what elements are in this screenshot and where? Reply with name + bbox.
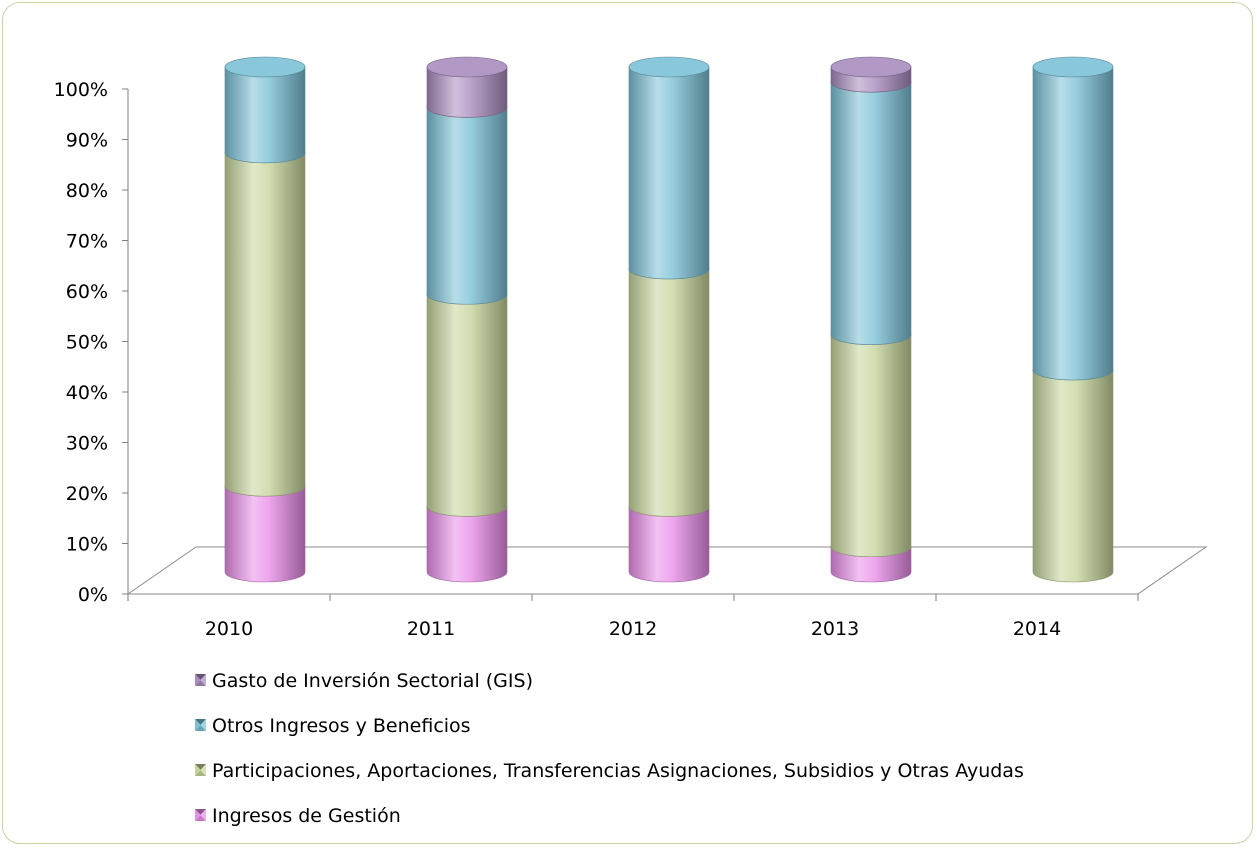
bar-segment [224,56,306,164]
bar-group-2010 [224,56,306,583]
y-tick-label: 90% [66,130,108,152]
legend-swatch [195,764,206,770]
bar-segment [628,56,710,280]
legend-item: Ingresos de Gestión [195,805,401,827]
bar-segment-body [426,506,508,583]
y-tick-label: 50% [66,332,108,354]
bar-segment-body [628,66,710,280]
bar-segment-body [426,66,508,118]
bar-segment [426,97,508,305]
legend-label: Participaciones, Aportaciones, Transfere… [212,760,1024,782]
bar-group-2013 [830,56,912,583]
bar-segment-body [830,334,912,558]
bar-segment [1032,56,1114,381]
bar-segment-body [628,268,710,517]
x-tick-label: 2014 [1013,618,1061,640]
bar-segment-cap [628,56,710,78]
x-tick-label: 2012 [609,618,657,640]
legend-swatch [195,674,201,686]
legend-swatch [200,719,206,731]
y-tick-label: 40% [66,382,108,404]
legend-swatch [195,725,206,731]
bar-segment-body [1032,66,1114,381]
x-tick-label: 2013 [811,618,859,640]
y-tick-label: 80% [66,180,108,202]
bar-segment-body [224,66,306,164]
legend-swatch [195,809,206,815]
legend-swatch [195,809,201,821]
bar-group-2011 [426,56,508,583]
y-tick-label: 100% [54,79,108,101]
legend-swatch [195,674,206,680]
y-tick-label: 60% [66,281,108,303]
bar-segment-cap [224,56,306,78]
legend-label: Ingresos de Gestión [212,805,401,827]
legend-swatch [200,674,206,686]
bar-group-2012 [628,56,710,583]
y-tick-label: 10% [66,534,108,556]
y-tick-label: 70% [66,231,108,253]
legend-swatch [200,764,206,776]
legend-item: Participaciones, Aportaciones, Transfere… [195,760,1024,782]
bar-segment [830,324,912,558]
legend-item: Otros Ingresos y Beneficios [195,715,471,737]
bar-segment [1032,359,1114,583]
legend-swatch [195,719,201,731]
legend-label: Otros Ingresos y Beneficios [212,715,471,737]
bar-segment-body [426,293,508,517]
legend-label: Gasto de Inversión Sectorial (GIS) [212,670,533,692]
bar-segment-body [426,107,508,305]
x-tick-label: 2010 [205,618,253,640]
bar-segment-body [628,506,710,583]
bar-segment-cap [830,56,912,78]
y-tick-label: 30% [66,433,108,455]
legend-swatch [195,680,206,686]
y-tick-label: 0% [78,584,108,606]
bar-segment [830,71,912,345]
legend-swatch [195,770,206,776]
bar-segment [830,56,912,93]
bar-segment-body [830,81,912,345]
bar-segment-cap [426,56,508,78]
chart-floor [126,546,1208,595]
bar-segment-body [224,152,306,497]
y-tick-label: 20% [66,483,108,505]
bar-segment [224,142,306,497]
legend-swatch [200,809,206,821]
x-tick-label: 2011 [407,618,455,640]
legend-swatch [195,764,201,776]
bar-segment-body [224,485,306,583]
bar-group-2014 [1032,56,1114,583]
bar-segment [628,258,710,517]
bar-segment-body [1032,369,1114,583]
legend-swatch [195,815,206,821]
legend-swatch [195,719,206,725]
legend-item: Gasto de Inversión Sectorial (GIS) [195,670,533,692]
bar-segment [426,283,508,517]
bar-segment [426,56,508,118]
bar-segment-cap [1032,56,1114,78]
